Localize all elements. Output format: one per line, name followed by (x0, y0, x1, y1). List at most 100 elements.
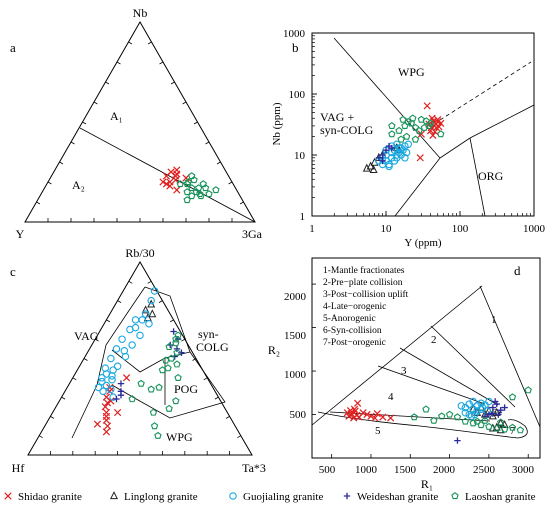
panel-c-point-shidao (102, 412, 111, 421)
panel-c-point-laoshan (162, 356, 170, 364)
panel-c-tick (72, 377, 77, 381)
panel-c-tick (237, 435, 242, 439)
panel-d-point-laoshan (461, 417, 469, 425)
panel-b-field-org: ORG (478, 169, 504, 183)
legend-label-guojialing: Guojialing granite (243, 491, 323, 503)
panel-c-point-guojialing (98, 377, 106, 386)
panel-a-point-shidao (162, 180, 171, 188)
panel-a-apex-left: Y (16, 227, 25, 241)
panel-d-field-label: 1 (491, 314, 497, 326)
panel-d-ytick: 1000 (284, 369, 307, 381)
legend-label-weideshan: Weideshan granite (357, 491, 438, 503)
panel-c-point-weideshan (170, 328, 177, 335)
panel-d-point-laoshan (493, 424, 501, 432)
panel-b-point-shidao (429, 117, 438, 125)
panel-a-field-a2: A₂ (72, 178, 85, 192)
panel-b-point-laoshan (422, 117, 430, 125)
panel-a-tick (159, 61, 164, 65)
panel-b-point-laoshan (426, 119, 435, 127)
panel-b: b 1 10 100 1000 1 10 100 1000 Y (ppm) Nb… (271, 28, 546, 249)
panel-c-point-laoshan (149, 408, 158, 416)
panel-d-point-shidao (363, 410, 371, 419)
panel-a-tick (239, 201, 244, 205)
panel-d-point-shidao (371, 414, 379, 422)
panel-c-tick (158, 300, 163, 303)
legend-item: Weideshan granite (343, 491, 438, 503)
panel-d-boundary-1 (311, 285, 483, 426)
panel-c-point-laoshan (147, 385, 155, 393)
panel-b-point-shidao (423, 102, 431, 110)
panel-d-boundary-2 (479, 285, 541, 428)
panel-d-point-shidao (359, 409, 367, 417)
panel-a-point-laoshan (176, 180, 184, 188)
panel-a-tick (228, 181, 233, 185)
panel-a-tick (205, 141, 210, 145)
panel-c-tick (83, 358, 88, 361)
panel-d-point-weideshan (495, 411, 502, 418)
panel-d-point-weideshan (489, 404, 497, 411)
panel-d-point-guojialing (470, 410, 479, 419)
panel-d-note: 5-Anorogenic (323, 314, 376, 324)
panel-b-point-laoshan (409, 114, 417, 122)
panel-a-point-laoshan (192, 188, 201, 196)
panel-c-apex-right: Ta*3 (242, 461, 266, 475)
panel-d-boundary-7 (317, 411, 528, 439)
panel-d-point-shidao (379, 413, 387, 421)
panel-c-point-weideshan (117, 391, 125, 399)
panel-d-xtick: 2500 (473, 464, 496, 476)
panel-b-point-laoshan (388, 130, 396, 138)
panel-c-point-shidao (107, 397, 115, 405)
panel-a-tick (59, 161, 64, 165)
panel-d-point-laoshan (497, 418, 505, 426)
panel-c-point-laoshan (150, 422, 159, 430)
panel-b-ticks (311, 32, 535, 217)
panel-a-point-laoshan (212, 186, 220, 194)
panel-c-point-laoshan (172, 397, 180, 405)
panel-c-boundary-vag (71, 286, 146, 439)
panel-b-point-weideshan (382, 146, 390, 154)
panel-a-tick (93, 101, 98, 105)
panel-d-field-label: 4 (388, 391, 394, 403)
panel-b-point-shidao (416, 154, 424, 162)
panel-c-point-guojialing (108, 375, 116, 384)
panel-d-point-shidao (386, 414, 395, 422)
panel-d-point-laoshan (481, 416, 489, 424)
panel-c-point-laoshan (165, 404, 173, 412)
legend-marker (4, 492, 12, 500)
panel-d-point-shidao (373, 410, 381, 418)
panel-b-field-syn-colg: syn-COLG (320, 123, 374, 137)
panel-d-point-laoshan (524, 386, 532, 394)
panel-c-point-laoshan (158, 366, 167, 374)
panel-a-point-shidao (162, 172, 171, 180)
panel-b-points (362, 102, 445, 173)
panel-d-point-shidao (367, 412, 375, 420)
panel-d-point-guojialing (469, 397, 477, 406)
panel-b-point-laoshan (407, 119, 416, 127)
panel-b-point-weideshan (375, 154, 383, 161)
panel-d-letter: d (514, 263, 521, 278)
legend-marker (451, 492, 459, 500)
panel-c-point-laoshan (174, 373, 182, 381)
panel-d-point-shidao (353, 399, 362, 407)
legend: Shidao granite Linglong granite Guojiali… (4, 491, 536, 503)
panel-d-point-weideshan (497, 406, 504, 414)
panel-c-point-guojialing (107, 354, 115, 363)
panel-d-point-laoshan (438, 412, 446, 420)
panel-c-point-linglong (148, 309, 157, 318)
panel-c-tick (106, 319, 111, 323)
panel-c-apex-left: Hf (12, 461, 25, 475)
panel-c-point-guojialing (107, 385, 115, 394)
panel-c-point-linglong (141, 305, 150, 314)
panel-d-ytick: 2000 (284, 291, 307, 303)
panel-b-point-linglong (369, 164, 378, 173)
panel-b-dashed-line (439, 61, 532, 121)
panel-c-apex-top: Rb/30 (125, 246, 154, 260)
panel-b-point-shidao (429, 131, 437, 139)
panel-b-xtick: 1 (309, 223, 315, 235)
panel-a-point-laoshan (188, 172, 196, 180)
panel-d-point-shidao (347, 410, 355, 418)
legend-marker-laoshan (451, 492, 459, 500)
panel-b-point-laoshan (411, 135, 420, 143)
panel-a-tick (82, 121, 87, 125)
panel-c-point-guojialing (113, 362, 122, 370)
